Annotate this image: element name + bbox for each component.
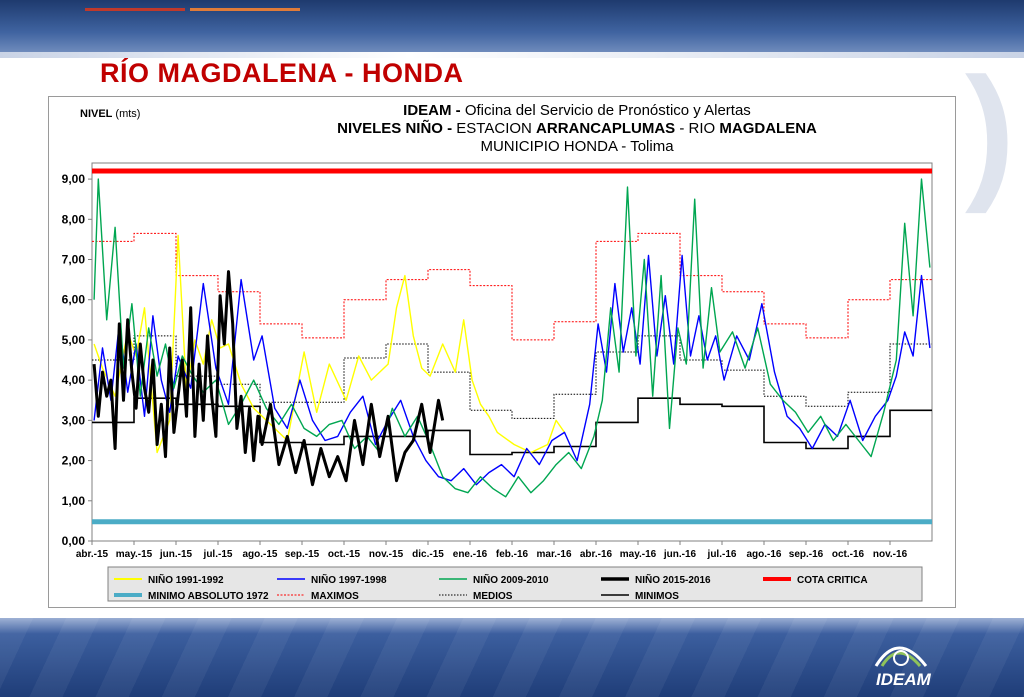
x-tick-label: oct.-15	[328, 549, 361, 560]
y-tick-label: 0,00	[62, 534, 86, 548]
legend-label: NIÑO 2015-2016	[635, 573, 711, 586]
legend-label: MINIMOS	[635, 591, 679, 602]
x-tick-label: sep.-16	[789, 549, 824, 560]
y-tick-label: 3,00	[62, 413, 86, 427]
legend-label: COTA CRITICA	[797, 575, 868, 586]
chart-frame: NIVEL (mts) IDEAM - Oficina del Servicio …	[48, 96, 956, 608]
chart-title-line-3: MUNICIPIO HONDA - Tolima	[480, 138, 674, 155]
y-tick-label: 4,00	[62, 373, 86, 387]
x-tick-label: jun.-16	[663, 549, 697, 560]
x-tick-label: ene.-16	[453, 549, 488, 560]
y-tick-label: 5,00	[62, 333, 86, 347]
x-tick-label: ago.-15	[242, 549, 277, 560]
axes: 0,00 1,00 2,00 3,00 4,00 5,00 6,00 7,00 8,00 9,00…	[62, 172, 908, 560]
legend-label: MEDIOS	[473, 591, 513, 602]
x-tick-label: ago.-16	[746, 549, 781, 560]
x-tick-label: may.-16	[620, 549, 657, 560]
legend-label: MAXIMOS	[311, 591, 359, 602]
nino-1997-1998-series	[93, 254, 931, 486]
medios-series	[92, 335, 932, 419]
plot-area	[91, 162, 933, 542]
plot-border	[91, 162, 933, 542]
x-tick-label: oct.-16	[832, 549, 865, 560]
chart-title-2-rest: ESTACION	[456, 120, 536, 137]
x-tick-label: feb.-16	[496, 549, 529, 560]
legend-label: NIÑO 1997-1998	[311, 573, 387, 586]
ideam-logo-icon	[874, 646, 928, 667]
x-tick-label: nov.-16	[873, 549, 908, 560]
y-axis-label-unit: (mts)	[115, 108, 140, 120]
y-tick-label: 9,00	[62, 172, 86, 186]
y-tick-label: 1,00	[62, 494, 86, 508]
chart-title-line-1: IDEAM - Oficina del Servicio de Pronósti…	[403, 102, 751, 119]
y-tick-label: 6,00	[62, 293, 86, 307]
y-tick-label: 2,00	[62, 454, 86, 468]
chart-title-2-rest2: - RIO	[675, 120, 719, 137]
chart-title-2-bold2: ARRANCAPLUMAS	[536, 120, 675, 137]
legend-box	[107, 566, 923, 602]
x-tick-label: jul.-16	[707, 549, 737, 560]
x-tick-label: mar.-16	[536, 549, 571, 560]
y-axis-label: NIVEL (mts)	[80, 108, 140, 120]
legend-label: MINIMO ABSOLUTO 1972	[148, 591, 269, 602]
nino-2015-2016-series	[92, 270, 445, 487]
x-tick-label: dic.-15	[412, 549, 444, 560]
slide-title: RÍO MAGDALENA - HONDA	[100, 58, 464, 88]
legend-label: NIÑO 1991-1992	[148, 573, 224, 586]
chart-title-2-bold: NIVELES NIÑO -	[337, 119, 456, 137]
x-tick-label: abr.-15	[76, 549, 109, 560]
chart-title-line-2: NIVELES NIÑO - ESTACION ARRANCAPLUMAS - …	[337, 119, 817, 137]
top-stripe-red	[85, 8, 185, 11]
x-tick-label: may.-15	[116, 549, 153, 560]
chart-title-3-rest: MUNICIPIO HONDA - Tolima	[480, 138, 674, 155]
x-tick-label: sep.-15	[285, 549, 320, 560]
legend: NIÑO 1991-1992 NIÑO 1997-1998 NIÑO 2009-20…	[107, 566, 923, 602]
y-axis-label-bold: NIVEL	[80, 108, 113, 120]
ideam-logo-text: IDEAM	[876, 670, 931, 689]
x-tick-label: abr.-16	[580, 549, 613, 560]
y-tick-label: 7,00	[62, 253, 86, 267]
x-tick-label: jun.-15	[159, 549, 193, 560]
chart-title-1-rest: Oficina del Servicio de Pronóstico y Ale…	[465, 102, 751, 119]
bottom-banner	[0, 618, 1024, 697]
legend-label: NIÑO 2009-2010	[473, 573, 549, 586]
level-chart: NIVEL (mts) IDEAM - Oficina del Servicio …	[62, 102, 933, 602]
chart-title-2-bold3: MAGDALENA	[719, 120, 817, 137]
minimos-series	[92, 397, 932, 456]
side-decoration: )	[965, 60, 1015, 214]
x-tick-label: jul.-15	[203, 549, 233, 560]
y-tick-label: 8,00	[62, 212, 86, 226]
chart-title-1-bold: IDEAM -	[403, 102, 465, 119]
maximos-series	[92, 232, 932, 341]
x-tick-label: nov.-15	[369, 549, 404, 560]
top-stripe-orange	[190, 8, 300, 11]
